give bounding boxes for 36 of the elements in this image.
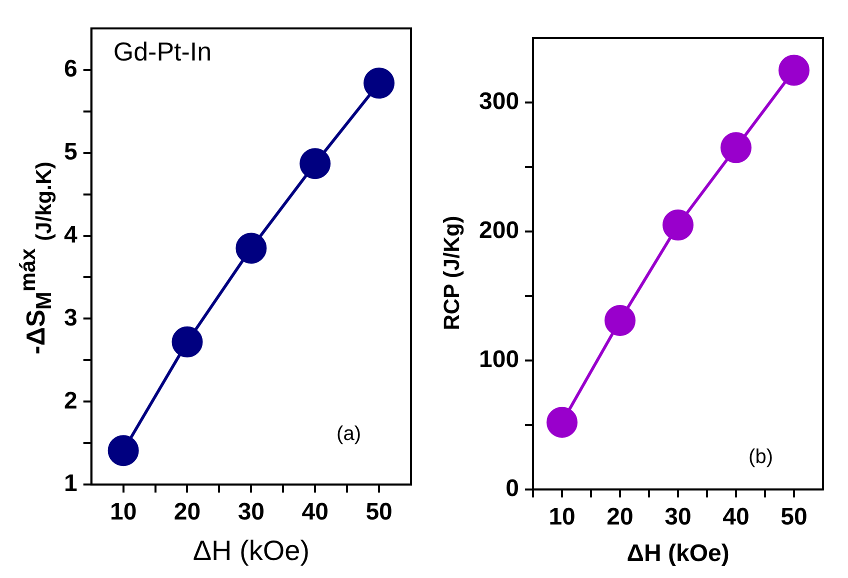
y-tick-label: 3 bbox=[64, 304, 78, 332]
y-tick-label: 6 bbox=[64, 56, 78, 82]
x-axis-title: ΔH (kOe) bbox=[192, 534, 310, 566]
point bbox=[172, 326, 203, 358]
x-tick-label: 20 bbox=[606, 503, 634, 530]
x-tick-label: 40 bbox=[722, 503, 750, 530]
x-tick-label: 20 bbox=[174, 498, 201, 526]
y-tick-label: 4 bbox=[64, 221, 78, 248]
point bbox=[364, 68, 395, 99]
point bbox=[236, 232, 267, 264]
annotation: (a) bbox=[336, 423, 361, 446]
y-tick-label: 2 bbox=[64, 387, 78, 414]
y-tick-label: 100 bbox=[478, 346, 520, 374]
annotation: (b) bbox=[748, 446, 773, 468]
x-tick-label: 10 bbox=[110, 498, 137, 526]
x-tick-label: 10 bbox=[548, 503, 576, 530]
point bbox=[720, 132, 752, 164]
point bbox=[546, 406, 578, 438]
point bbox=[662, 210, 694, 241]
point bbox=[300, 148, 331, 180]
x-tick-label: 50 bbox=[780, 503, 808, 530]
y-tick-label: 1 bbox=[64, 470, 78, 498]
annotation: Gd-Pt-In bbox=[113, 36, 212, 67]
x-tick-label: 30 bbox=[664, 503, 692, 530]
point bbox=[778, 54, 810, 86]
y-tick-label: 300 bbox=[478, 88, 520, 116]
x-axis-title: ΔH (kOe) bbox=[626, 540, 730, 568]
y-axis-title: RCP (J/Kg) bbox=[439, 216, 465, 330]
point bbox=[108, 435, 139, 466]
x-tick-label: 30 bbox=[238, 498, 265, 526]
x-tick-label: 40 bbox=[302, 498, 328, 526]
point bbox=[604, 304, 636, 336]
y-tick-label: 0 bbox=[506, 475, 520, 502]
y-tick-label: 200 bbox=[478, 217, 520, 244]
x-tick-label: 50 bbox=[366, 498, 392, 526]
y-tick-label: 5 bbox=[64, 138, 78, 166]
